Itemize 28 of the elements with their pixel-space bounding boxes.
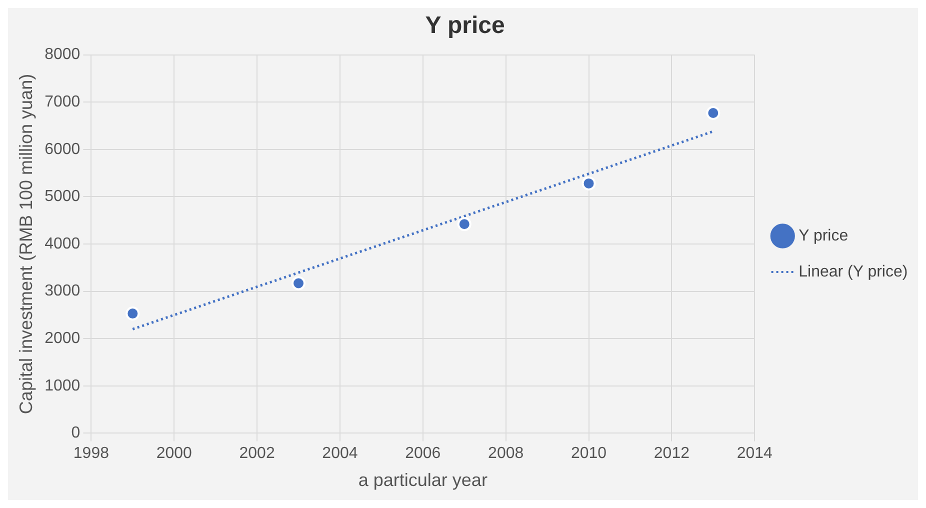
y-tick-label: 6000 bbox=[44, 140, 80, 158]
point bbox=[126, 306, 140, 321]
chart-title: Y price bbox=[425, 12, 505, 40]
x-tick-label: 2000 bbox=[156, 445, 192, 462]
x-axis-title: a particular year bbox=[358, 470, 488, 490]
x-tick-label: 2002 bbox=[239, 445, 275, 462]
legend-label: Y price bbox=[798, 227, 848, 244]
point bbox=[706, 106, 720, 120]
y-tick-label: 8000 bbox=[44, 46, 80, 64]
y-tick-label: 7000 bbox=[44, 94, 80, 111]
x-tick-label: 2012 bbox=[654, 445, 690, 462]
y-tick-label: 0 bbox=[71, 424, 80, 442]
point bbox=[582, 176, 596, 190]
x-tick-label: 2014 bbox=[736, 445, 773, 462]
y-tick-label: 1000 bbox=[44, 377, 80, 394]
point bbox=[292, 276, 306, 290]
y-tick-label: 5000 bbox=[44, 188, 80, 206]
x-tick-label: 1998 bbox=[73, 445, 110, 462]
y-tick-label: 4000 bbox=[44, 235, 80, 252]
legend-label: Linear (Y price) bbox=[798, 263, 908, 280]
x-tick-label: 2010 bbox=[570, 445, 607, 462]
x-tick-label: 2006 bbox=[405, 445, 441, 462]
y-tick-label: 3000 bbox=[44, 282, 80, 300]
point bbox=[457, 217, 472, 232]
x-tick-label: 2004 bbox=[322, 445, 358, 462]
x-tick-label: 2008 bbox=[488, 445, 524, 462]
y-axis-title: Capital investment (RMB 100 million yuan) bbox=[16, 74, 36, 414]
y-tick-label: 2000 bbox=[44, 330, 80, 348]
